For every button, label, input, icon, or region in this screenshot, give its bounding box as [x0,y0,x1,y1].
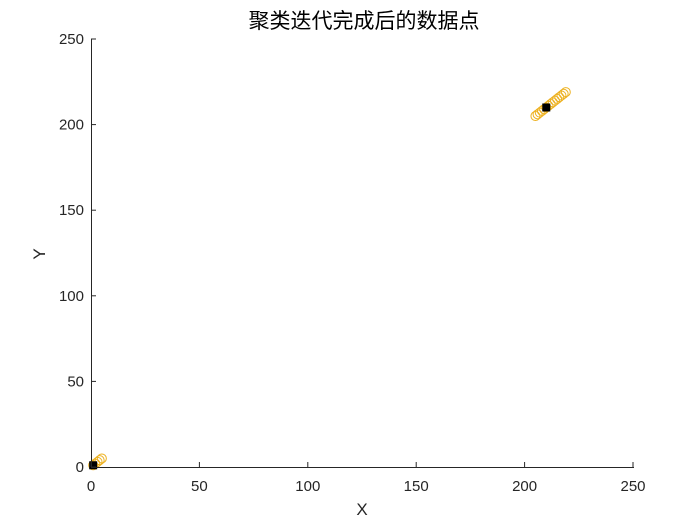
y-tick-label: 250 [59,31,84,48]
x-tick-label: 250 [620,478,645,495]
data-point [560,87,571,98]
x-axis-ticks: 0 50 100 150 200 250 [87,462,646,495]
cluster-centroid [542,103,551,112]
data-point [96,453,107,464]
x-tick-label: 50 [191,478,208,495]
x-tick-label: 100 [295,478,320,495]
y-tick-label: 50 [67,373,84,390]
cluster-centroid [89,461,98,470]
x-tick-label: 150 [404,478,429,495]
y-tick-label: 200 [59,117,84,134]
y-tick-label: 0 [76,459,84,476]
y-tick-label: 100 [59,288,84,305]
y-axis-ticks: 0 50 100 150 200 250 [59,31,96,476]
y-axis-label: Y [30,248,49,259]
plot-area: 0 50 100 150 200 250 0 50 100 150 200 250 [59,31,646,495]
x-axis-label: X [356,500,367,519]
y-tick-label: 150 [59,202,84,219]
x-tick-label: 0 [87,478,95,495]
data-point [94,455,105,466]
data-points [88,87,571,471]
x-tick-label: 200 [512,478,537,495]
chart-title: 聚类迭代完成后的数据点 [249,9,480,33]
data-point [558,88,569,99]
